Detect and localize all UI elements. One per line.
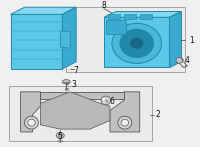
Bar	[65, 88, 68, 90]
Text: 1: 1	[189, 36, 194, 45]
FancyBboxPatch shape	[9, 86, 152, 141]
Ellipse shape	[101, 96, 111, 105]
Ellipse shape	[130, 38, 144, 49]
Polygon shape	[62, 7, 76, 69]
Polygon shape	[40, 92, 124, 99]
Polygon shape	[11, 7, 76, 14]
Bar	[104, 17, 170, 67]
Bar	[108, 14, 120, 19]
Polygon shape	[21, 92, 40, 132]
Bar	[11, 14, 62, 69]
Ellipse shape	[176, 57, 183, 63]
Polygon shape	[40, 92, 110, 129]
Ellipse shape	[120, 29, 154, 58]
Text: 8: 8	[102, 1, 106, 10]
Text: 7: 7	[74, 66, 79, 75]
Polygon shape	[170, 11, 181, 67]
Text: 3: 3	[72, 80, 77, 89]
FancyBboxPatch shape	[66, 7, 185, 72]
Text: 6: 6	[109, 97, 114, 106]
Bar	[140, 14, 152, 19]
Text: 2: 2	[155, 110, 160, 119]
Ellipse shape	[118, 116, 132, 129]
Polygon shape	[60, 31, 70, 48]
Polygon shape	[104, 11, 181, 17]
Ellipse shape	[58, 134, 62, 137]
Text: 4: 4	[185, 56, 190, 65]
Ellipse shape	[102, 98, 105, 100]
Ellipse shape	[58, 140, 63, 142]
Ellipse shape	[121, 119, 129, 126]
Ellipse shape	[56, 133, 64, 138]
Bar	[106, 20, 126, 35]
Ellipse shape	[25, 116, 38, 129]
Ellipse shape	[28, 119, 35, 126]
Polygon shape	[110, 92, 140, 132]
Text: 5: 5	[58, 132, 63, 141]
Ellipse shape	[112, 23, 162, 64]
Bar	[124, 14, 136, 19]
Ellipse shape	[62, 80, 70, 84]
